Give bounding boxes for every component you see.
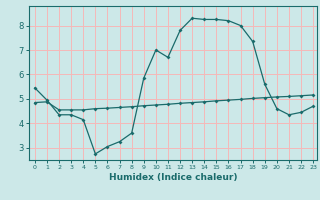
X-axis label: Humidex (Indice chaleur): Humidex (Indice chaleur)	[108, 173, 237, 182]
